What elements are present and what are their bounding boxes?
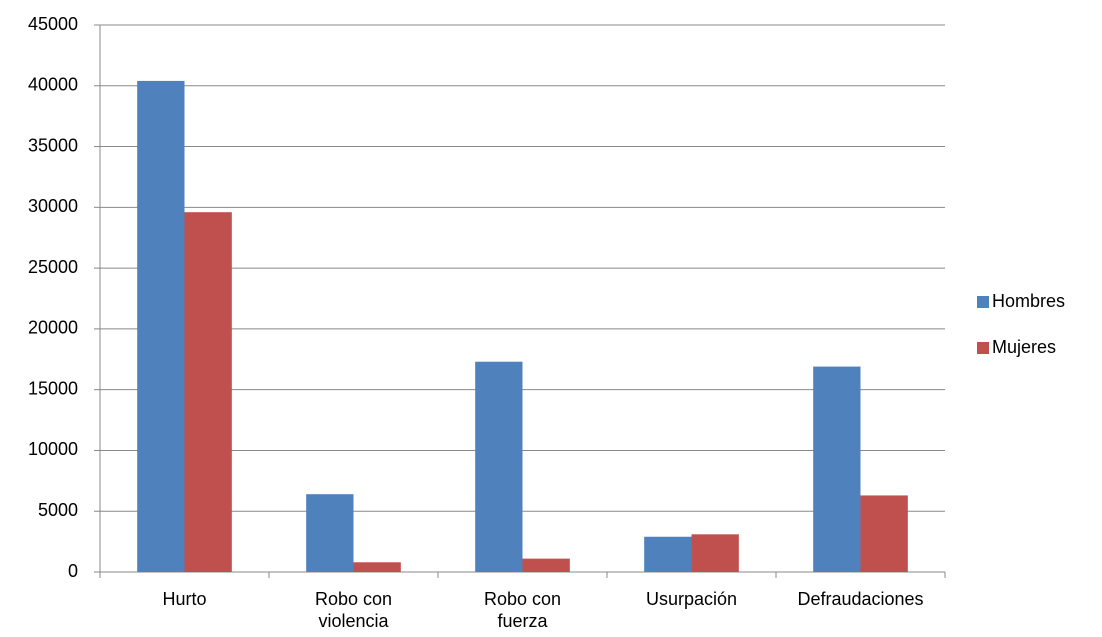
y-tick-label: 15000 bbox=[28, 378, 78, 398]
y-tick-label: 40000 bbox=[28, 75, 78, 95]
y-tick-label: 5000 bbox=[38, 500, 78, 520]
bar bbox=[475, 361, 523, 572]
bar bbox=[644, 536, 692, 572]
y-tick-label: 0 bbox=[68, 561, 78, 581]
legend-label: Hombres bbox=[992, 291, 1065, 311]
bar bbox=[184, 212, 232, 572]
bar bbox=[813, 366, 861, 572]
bar bbox=[522, 558, 570, 572]
y-tick-label: 25000 bbox=[28, 257, 78, 277]
legend-label: Mujeres bbox=[992, 337, 1056, 357]
bar bbox=[860, 495, 908, 572]
bar bbox=[137, 80, 185, 572]
y-tick-label: 20000 bbox=[28, 318, 78, 338]
x-tick-label: Usurpación bbox=[645, 589, 738, 609]
y-tick-label: 35000 bbox=[28, 135, 78, 155]
y-tick-label: 10000 bbox=[28, 439, 78, 459]
x-tick-label: Robo con violencia bbox=[314, 589, 393, 631]
bar bbox=[353, 562, 401, 572]
y-tick-label: 30000 bbox=[28, 196, 78, 216]
legend-swatch bbox=[977, 296, 989, 308]
y-tick-label: 45000 bbox=[28, 14, 78, 34]
x-tick-label: Hurto bbox=[162, 589, 207, 609]
x-tick-label: Defraudaciones bbox=[797, 589, 924, 609]
legend-swatch bbox=[977, 342, 989, 354]
bar bbox=[306, 494, 354, 572]
bar bbox=[691, 534, 739, 572]
x-tick-label: Robo con fuerza bbox=[483, 589, 562, 631]
